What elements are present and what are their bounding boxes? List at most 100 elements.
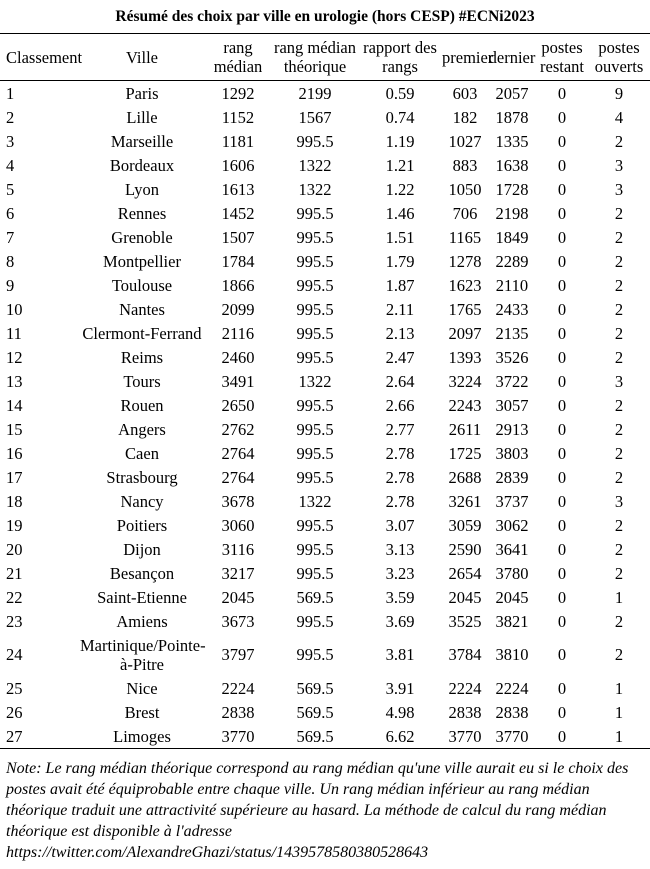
cell-rapport-des-rangs: 2.66 xyxy=(385,395,415,415)
cell-classement: 22 xyxy=(6,587,23,607)
cell-postes-ouverts: 3 xyxy=(614,155,624,175)
cell-rang-median-theorique: 995.5 xyxy=(296,515,334,535)
cell-postes-restant: 0 xyxy=(557,395,567,415)
cell-rapport-des-rangs: 1.19 xyxy=(385,131,415,151)
table-row: 6 Rennes 1452 995.5 1.46 706 2198 0 2 xyxy=(0,201,650,225)
cell-postes-ouverts: 2 xyxy=(614,515,624,535)
cell-dernier: 2913 xyxy=(495,419,529,439)
cell-ville: Amiens xyxy=(116,611,168,631)
cell-dernier: 3821 xyxy=(495,611,529,631)
cell-ville: Limoges xyxy=(113,726,171,746)
cell-ville: Toulouse xyxy=(111,275,173,295)
page-title: Résumé des choix par ville en urologie (… xyxy=(115,8,535,25)
cell-rang-median: 3770 xyxy=(221,726,255,746)
cell-classement: 2 xyxy=(6,107,15,127)
cell-postes-restant: 0 xyxy=(557,419,567,439)
cell-ville: Lille xyxy=(126,107,158,127)
cell-rang-median-theorique: 995.5 xyxy=(296,131,334,151)
cell-postes-restant: 0 xyxy=(557,83,567,103)
cell-premier: 3059 xyxy=(448,515,482,535)
table-row: 22 Saint-Etienne 2045 569.5 3.59 2045 2045 0 1 xyxy=(0,585,650,609)
cell-rapport-des-rangs: 1.51 xyxy=(385,227,415,247)
cell-postes-ouverts: 2 xyxy=(614,539,624,559)
cell-postes-ouverts: 4 xyxy=(614,107,624,127)
table-row: 4 Bordeaux 1606 1322 1.21 883 1638 0 3 xyxy=(0,153,650,177)
cell-rang-median-theorique: 995.5 xyxy=(296,323,334,343)
table-row: 10 Nantes 2099 995.5 2.11 1765 2433 0 2 xyxy=(0,297,650,321)
cell-rapport-des-rangs: 0.74 xyxy=(385,107,415,127)
cell-classement: 9 xyxy=(6,275,15,295)
cell-postes-ouverts: 2 xyxy=(614,323,624,343)
cell-ville: Caen xyxy=(125,443,159,463)
column-header-rang-median: rang médian xyxy=(204,33,272,81)
cell-premier: 1165 xyxy=(448,227,482,247)
cell-ville: Besançon xyxy=(109,563,175,583)
cell-postes-ouverts: 3 xyxy=(614,371,624,391)
cell-postes-ouverts: 2 xyxy=(614,443,624,463)
cell-postes-restant: 0 xyxy=(557,203,567,223)
cell-ville: Nancy xyxy=(120,491,164,511)
cell-rapport-des-rangs: 1.46 xyxy=(385,203,415,223)
cell-ville: Martinique/Pointe- à-Pitre xyxy=(80,635,206,674)
cell-rang-median-theorique: 995.5 xyxy=(296,645,334,664)
cell-classement: 8 xyxy=(6,251,15,271)
cell-postes-restant: 0 xyxy=(557,645,567,664)
cell-rapport-des-rangs: 3.13 xyxy=(385,539,415,559)
cell-classement: 4 xyxy=(6,155,15,175)
note-url: https://twitter.com/AlexandreGhazi/statu… xyxy=(6,844,429,861)
cell-classement: 15 xyxy=(6,419,23,439)
cell-postes-ouverts: 1 xyxy=(614,702,624,722)
cell-premier: 2590 xyxy=(448,539,482,559)
cell-rang-median: 2764 xyxy=(221,467,255,487)
cell-rang-median: 1452 xyxy=(221,203,255,223)
cell-postes-ouverts: 3 xyxy=(614,491,624,511)
cell-classement: 6 xyxy=(6,203,15,223)
cell-rang-median-theorique: 995.5 xyxy=(296,275,334,295)
cell-dernier: 3770 xyxy=(495,726,529,746)
cell-ville: Poitiers xyxy=(116,515,168,535)
cell-classement: 5 xyxy=(6,179,15,199)
cell-rang-median: 1152 xyxy=(221,107,255,127)
cell-ville: Grenoble xyxy=(111,227,173,247)
column-header-postes-ouverts: postes ouverts xyxy=(588,33,650,81)
table-row: 20 Dijon 3116 995.5 3.13 2590 3641 0 2 xyxy=(0,537,650,561)
cell-dernier: 1638 xyxy=(495,155,529,175)
cell-rang-median-theorique: 1322 xyxy=(298,371,332,391)
table-row: 5 Lyon 1613 1322 1.22 1050 1728 0 3 xyxy=(0,177,650,201)
table-row: 2 Lille 1152 1567 0.74 182 1878 0 4 xyxy=(0,105,650,129)
cell-rang-median-theorique: 995.5 xyxy=(296,395,334,415)
cell-dernier: 1849 xyxy=(495,227,529,247)
cell-dernier: 3810 xyxy=(495,645,529,664)
cell-premier: 1393 xyxy=(448,347,482,367)
cell-rang-median: 3673 xyxy=(221,611,255,631)
cell-postes-restant: 0 xyxy=(557,251,567,271)
note-line: théorique traduit une attractivité supér… xyxy=(6,802,607,819)
cell-dernier: 1335 xyxy=(495,131,529,151)
cell-premier: 2838 xyxy=(448,702,482,722)
cell-rapport-des-rangs: 3.81 xyxy=(385,645,415,664)
cell-postes-ouverts: 2 xyxy=(614,645,624,664)
cell-dernier: 3526 xyxy=(495,347,529,367)
cell-postes-ouverts: 9 xyxy=(614,83,624,103)
cell-premier: 1027 xyxy=(448,131,482,151)
cell-postes-restant: 0 xyxy=(557,726,567,746)
cell-rang-median: 2762 xyxy=(221,419,255,439)
cell-dernier: 2198 xyxy=(495,203,529,223)
cell-rang-median-theorique: 995.5 xyxy=(296,611,334,631)
cell-ville: Rouen xyxy=(120,395,164,415)
table-row: 3 Marseille 1181 995.5 1.19 1027 1335 0 2 xyxy=(0,129,650,153)
table-body: 1 Paris 1292 2199 0.59 603 2057 0 9 2 Lille 1152 156… xyxy=(0,81,650,749)
cell-rang-median: 2116 xyxy=(221,323,255,343)
cell-postes-restant: 0 xyxy=(557,227,567,247)
cell-rang-median: 1507 xyxy=(221,227,255,247)
cell-dernier: 3737 xyxy=(495,491,529,511)
cell-rang-median-theorique: 995.5 xyxy=(296,419,334,439)
cell-classement: 25 xyxy=(6,678,23,698)
note: Note: Le rang médian théorique correspon… xyxy=(0,758,650,863)
cell-dernier: 3641 xyxy=(495,539,529,559)
cell-rapport-des-rangs: 1.87 xyxy=(385,275,415,295)
cell-classement: 10 xyxy=(6,299,23,319)
cell-classement: 27 xyxy=(6,726,23,746)
cell-rapport-des-rangs: 6.62 xyxy=(385,726,415,746)
